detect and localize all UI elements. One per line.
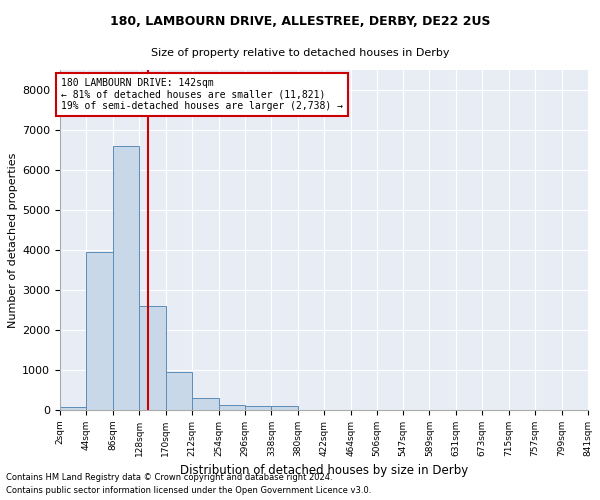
Text: Size of property relative to detached houses in Derby: Size of property relative to detached ho… (151, 48, 449, 58)
X-axis label: Distribution of detached houses by size in Derby: Distribution of detached houses by size … (180, 464, 468, 477)
Text: 180, LAMBOURN DRIVE, ALLESTREE, DERBY, DE22 2US: 180, LAMBOURN DRIVE, ALLESTREE, DERBY, D… (110, 15, 490, 28)
Bar (86, 252, 113, 410)
Text: 180 LAMBOURN DRIVE: 142sqm
← 81% of detached houses are smaller (11,821)
19% of : 180 LAMBOURN DRIVE: 142sqm ← 81% of deta… (61, 78, 343, 111)
Bar (192, 398, 218, 410)
Bar (60, 407, 86, 410)
Bar (245, 406, 271, 410)
Bar (271, 406, 298, 410)
Bar (139, 306, 166, 410)
Y-axis label: Number of detached properties: Number of detached properties (8, 152, 18, 328)
Text: Contains public sector information licensed under the Open Government Licence v3: Contains public sector information licen… (6, 486, 371, 495)
Text: Contains HM Land Registry data © Crown copyright and database right 2024.: Contains HM Land Registry data © Crown c… (6, 474, 332, 482)
Bar (113, 146, 139, 410)
Bar (166, 372, 192, 410)
Bar (218, 405, 245, 410)
